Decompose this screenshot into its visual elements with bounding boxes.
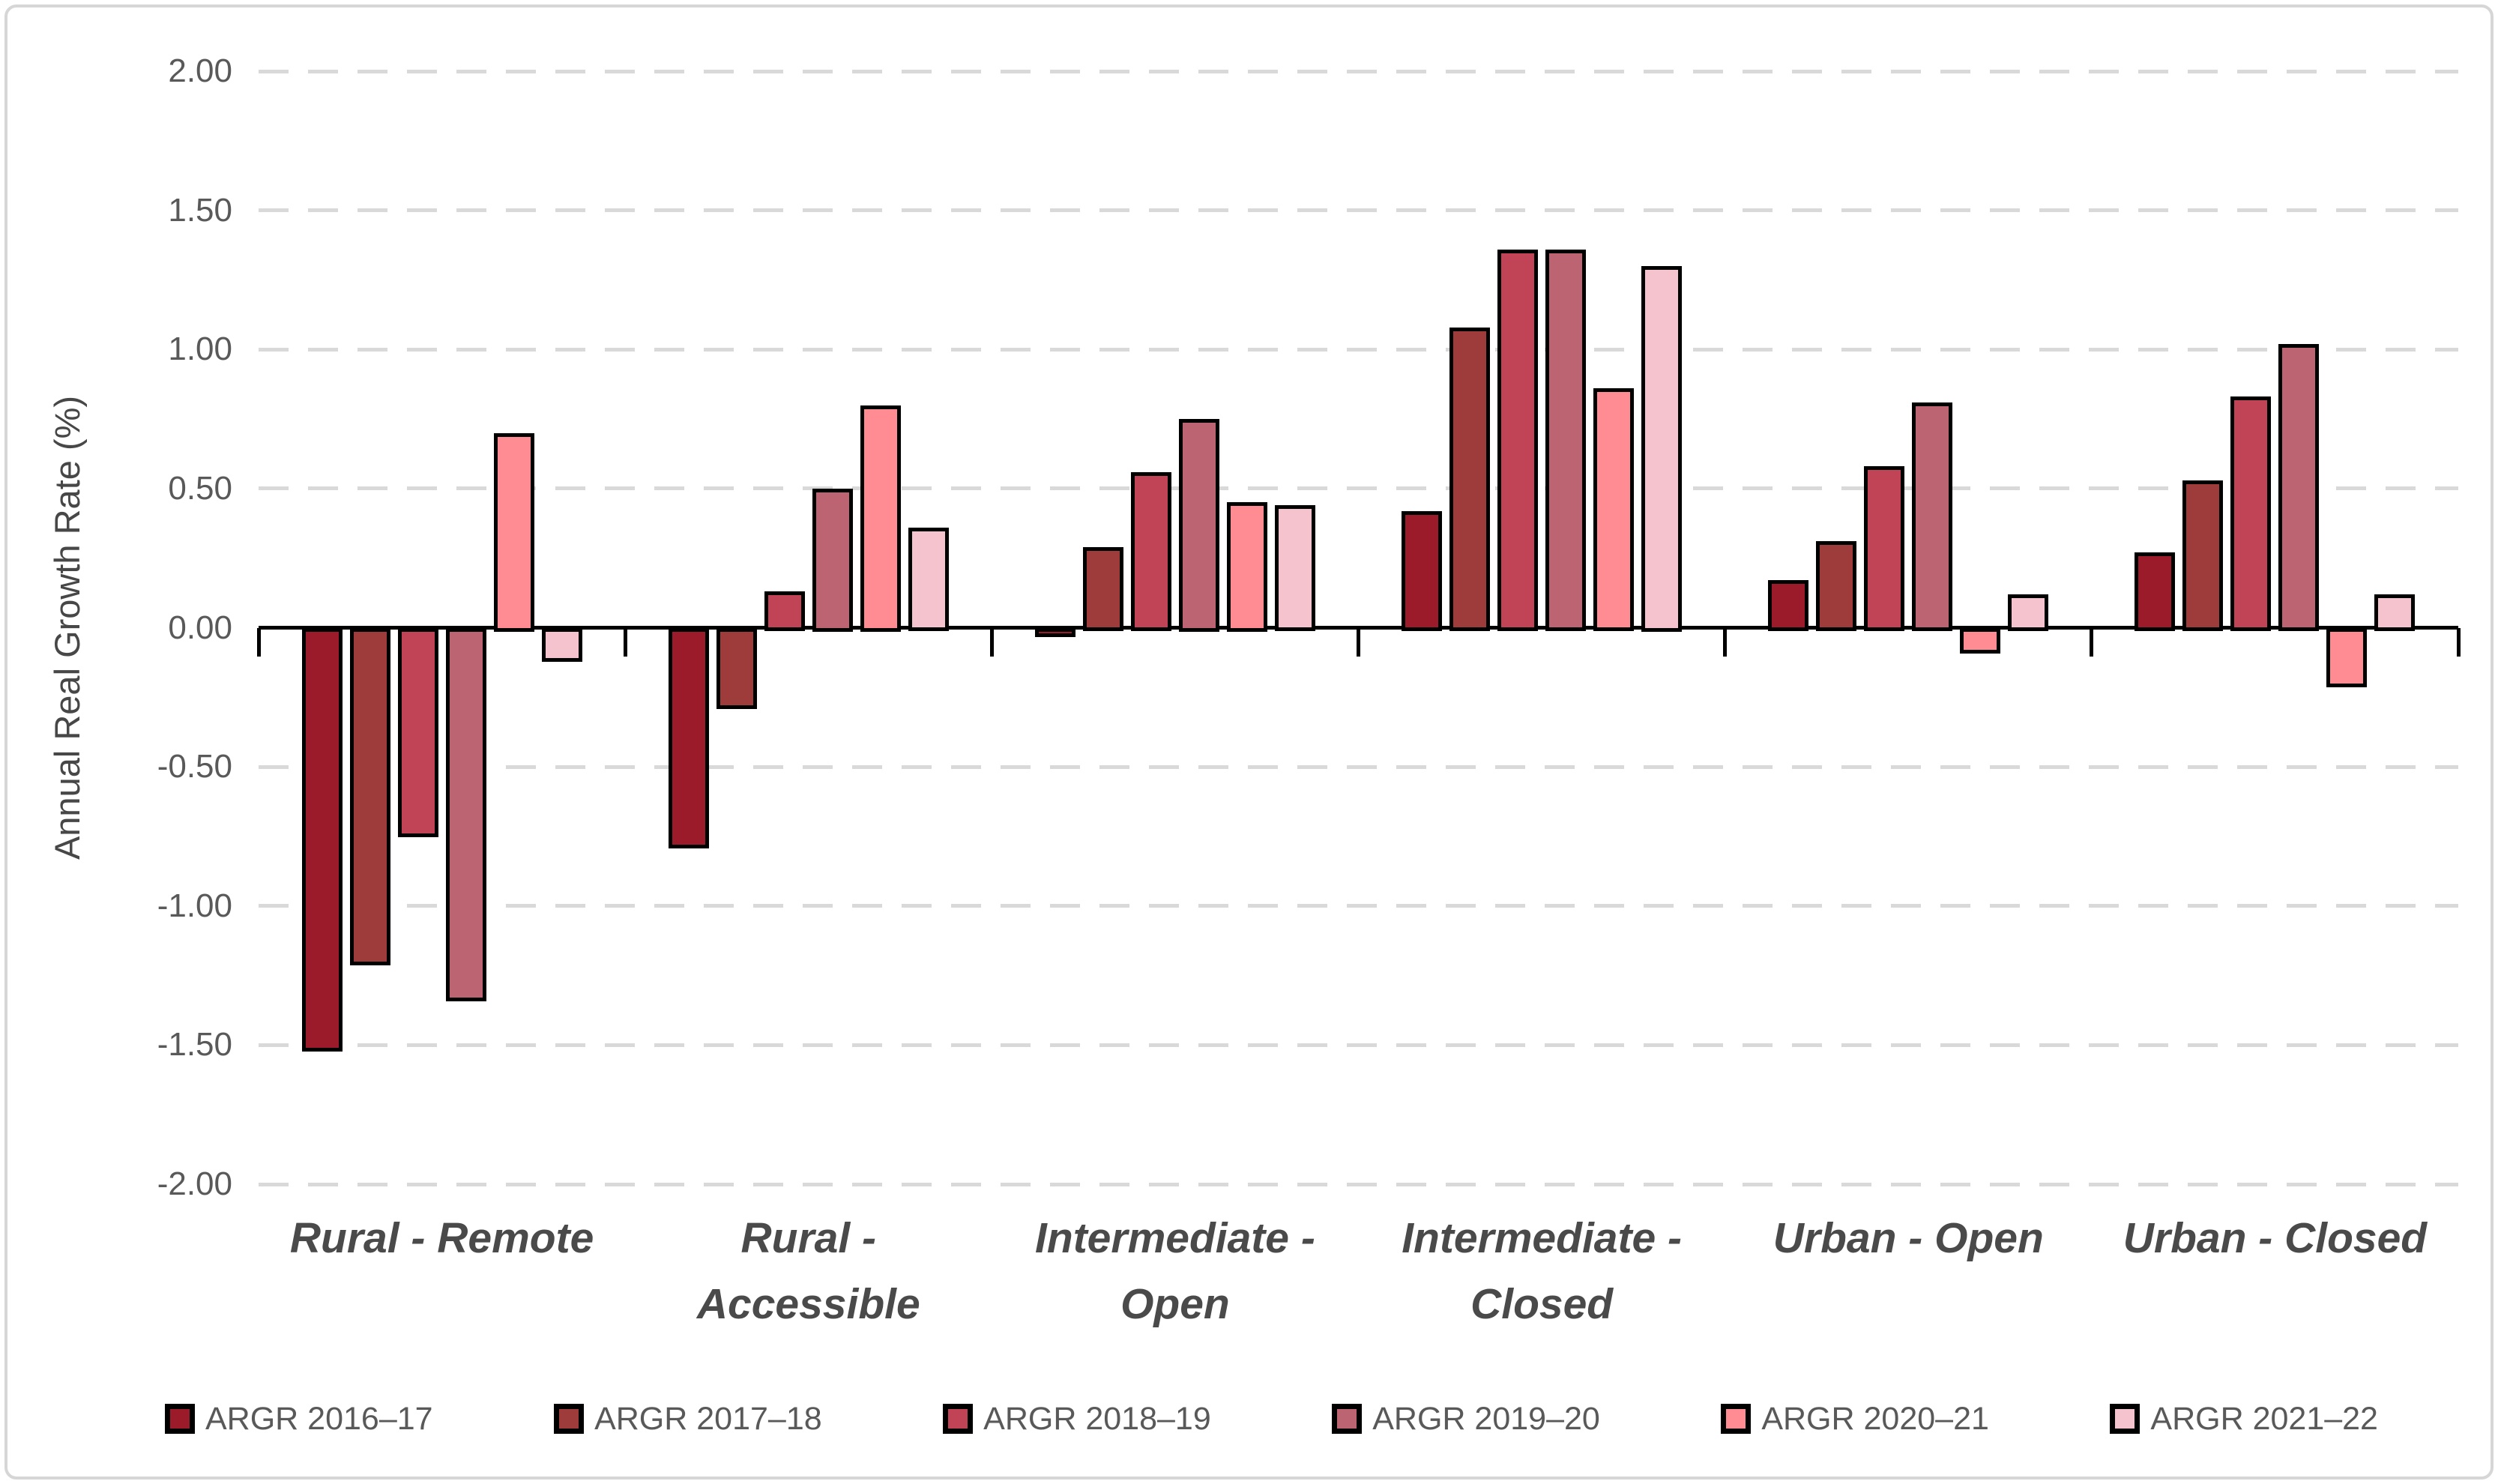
bar (1178, 419, 1219, 632)
bar (812, 488, 853, 632)
bar (1593, 388, 1635, 632)
legend-label: ARGR 2018–19 (983, 1400, 1211, 1437)
legend-item: ARGR 2018–19 (943, 1401, 1211, 1438)
bar (1768, 580, 1809, 632)
category-labels: Rural - Remote Rural - Accessible Intermedi… (259, 1205, 2458, 1338)
legend-item: ARGR 2016–17 (165, 1401, 433, 1438)
legend-label: ARGR 2017–18 (594, 1400, 822, 1437)
axis-tick (256, 627, 261, 657)
gridline (259, 486, 2458, 491)
y-tick-labels: 2.00 1.50 1.00 0.50 0.00 -0.50 -1.00 -1.50 -2.00 (7, 52, 232, 1202)
bar (2008, 594, 2049, 632)
category-label: Urban - Closed (2092, 1205, 2458, 1338)
gridline (259, 1043, 2458, 1047)
bar (301, 627, 343, 1052)
axis-tick (623, 627, 627, 657)
plot-area (256, 69, 2461, 1186)
gridline (259, 764, 2458, 769)
y-tick-label: 2.00 (168, 52, 232, 89)
bar (493, 432, 534, 632)
y-tick-label: -0.50 (157, 748, 232, 785)
category-label-line: Intermediate - (1402, 1214, 1682, 1262)
y-tick-label: 1.00 (168, 331, 232, 368)
chart-window: Annual Real Growth Rate (%) 2.00 1.50 1.00… (4, 4, 2494, 1480)
bar (1274, 505, 1315, 632)
category-label: Rural - Accessible (625, 1205, 992, 1338)
bar (764, 591, 805, 632)
axis-tick (2090, 627, 2094, 657)
y-tick-label: 0.00 (168, 609, 232, 646)
legend-label: ARGR 2020–21 (1761, 1400, 1989, 1437)
bar (1082, 546, 1123, 632)
category-label-line: Accessible (696, 1280, 920, 1329)
legend-label: ARGR 2021–22 (2150, 1400, 2378, 1437)
category-label: Intermediate - Open (992, 1205, 1358, 1338)
legend-item: ARGR 2021–22 (2110, 1401, 2378, 1438)
axis-tick (2456, 627, 2461, 657)
axis-tick (989, 627, 994, 657)
legend-label: ARGR 2016–17 (205, 1400, 433, 1437)
y-tick-label: -2.00 (157, 1165, 232, 1202)
legend-swatch (943, 1404, 974, 1434)
bar (397, 627, 438, 838)
bar (716, 627, 757, 710)
bar (349, 627, 390, 965)
bar (1226, 502, 1267, 632)
bar (2182, 480, 2224, 632)
y-tick-label: 1.50 (168, 191, 232, 229)
gridline (259, 347, 2458, 352)
bar (668, 627, 709, 849)
category-label-line: Closed (1470, 1280, 1614, 1329)
y-tick-label: -1.00 (157, 887, 232, 924)
bar (2326, 627, 2368, 687)
bar (1960, 627, 2001, 654)
category-label: Intermediate - Closed (1359, 1205, 1725, 1338)
y-tick-label: 0.50 (168, 469, 232, 507)
gridline (259, 208, 2458, 213)
category-label-line: Urban - Closed (2123, 1214, 2428, 1262)
gridline (259, 1182, 2458, 1186)
category-label-line: Intermediate - (1035, 1214, 1315, 1262)
gridline (259, 904, 2458, 908)
legend-item: ARGR 2017–18 (554, 1401, 822, 1438)
bar (1641, 265, 1683, 632)
legend: ARGR 2016–17 ARGR 2017–18 ARGR 2018–19 ARGR… (165, 1393, 2378, 1445)
category-label-line: Open (1120, 1280, 1230, 1329)
category-label-line: Rural - (740, 1214, 877, 1262)
legend-swatch (1721, 1404, 1752, 1434)
bar (1864, 466, 1905, 632)
category-label: Urban - Open (1725, 1205, 2092, 1338)
bar (1497, 249, 1539, 632)
bar (908, 527, 949, 632)
legend-label: ARGR 2019–20 (1372, 1400, 1600, 1437)
bar (1816, 541, 1857, 632)
bar (1130, 471, 1171, 632)
category-label-line: Rural - Remote (289, 1214, 594, 1262)
gridline (259, 69, 2458, 73)
bar (2278, 343, 2320, 632)
legend-swatch (165, 1404, 195, 1434)
bar (1912, 402, 1953, 632)
bar (2230, 396, 2272, 632)
bar (860, 405, 901, 632)
legend-item: ARGR 2020–21 (1721, 1401, 1989, 1438)
bar (445, 627, 486, 1002)
y-tick-label: -1.50 (157, 1026, 232, 1064)
category-label-line: Urban - Open (1773, 1214, 2044, 1262)
bar (1545, 249, 1587, 632)
bar (1402, 510, 1443, 632)
legend-item: ARGR 2019–20 (1332, 1401, 1600, 1438)
bar (2135, 552, 2176, 632)
axis-tick (1357, 627, 1360, 657)
bar (1449, 327, 1491, 632)
bar (2374, 594, 2416, 632)
legend-swatch (554, 1404, 585, 1434)
bar (541, 627, 582, 663)
axis-tick (1723, 627, 1728, 657)
category-label: Rural - Remote (259, 1205, 625, 1338)
legend-swatch (1332, 1404, 1363, 1434)
bar (1034, 627, 1075, 637)
legend-swatch (2110, 1404, 2141, 1434)
